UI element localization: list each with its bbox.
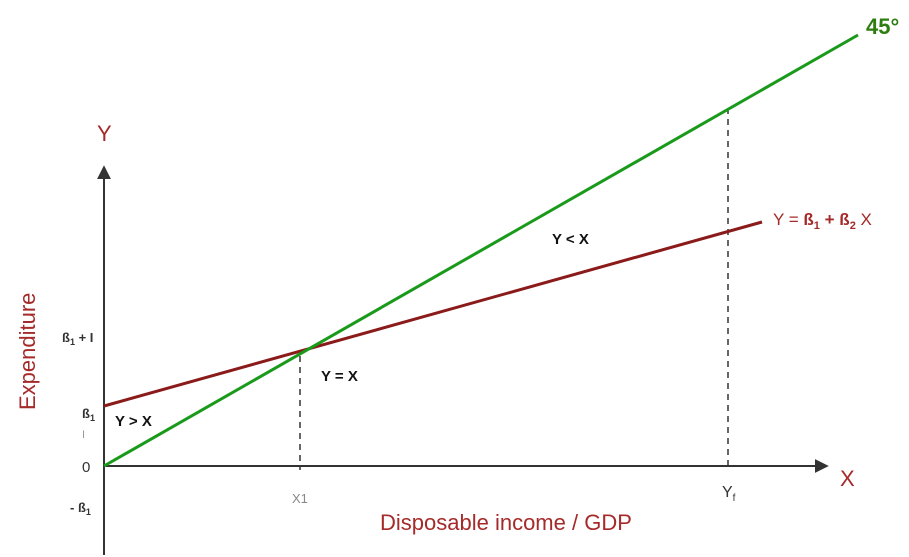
zero-label: 0 <box>82 459 90 476</box>
y-axis-title: Expenditure <box>15 293 40 410</box>
small-i-label: I <box>82 429 85 441</box>
region-y-eq-x: Y = X <box>321 368 358 385</box>
b1-plus-i-label: ß1 + I <box>62 330 93 347</box>
x-axis-title: Disposable income / GDP <box>380 510 632 535</box>
region-y-gt-x: Y > X <box>115 413 152 430</box>
minus-b1-label: - ß1 <box>70 500 91 517</box>
45-degree-line <box>103 33 859 468</box>
consumption-line <box>103 220 763 408</box>
y-axis-letter: Y <box>97 121 112 146</box>
x-axis-letter: X <box>840 466 855 491</box>
consumption-equation: Y = ß1 + ß2 X <box>773 210 872 232</box>
x1-label: X1 <box>292 491 308 506</box>
b1-label: ß1 <box>82 406 95 423</box>
region-y-lt-x: Y < X <box>552 231 589 248</box>
yf-label: Yf <box>722 484 736 504</box>
angle-label: 45° <box>866 14 899 39</box>
